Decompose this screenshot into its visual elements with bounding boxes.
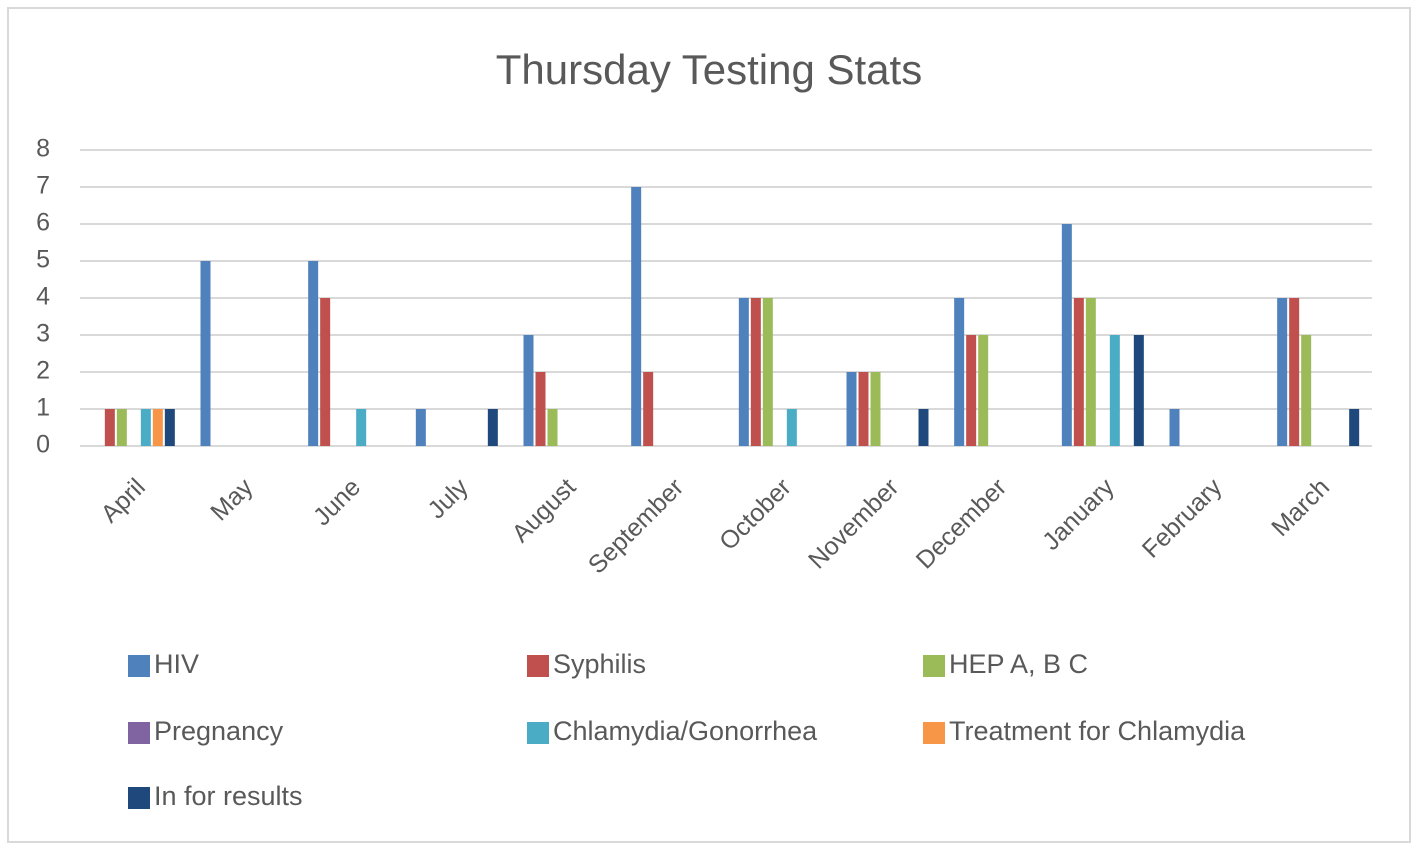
bar	[140, 409, 151, 446]
bar	[487, 409, 498, 446]
bar	[738, 298, 749, 446]
legend-label: HEP A, B C	[949, 649, 1088, 679]
y-tick-label: 4	[36, 283, 50, 311]
legend-label: HIV	[154, 649, 199, 679]
bar	[643, 372, 654, 446]
bar	[356, 409, 367, 446]
bar	[750, 298, 761, 446]
legend-swatch	[128, 787, 150, 809]
bar	[523, 335, 534, 446]
bar	[786, 409, 797, 446]
bar	[1109, 335, 1120, 446]
y-tick-label: 8	[36, 135, 50, 163]
bar	[1169, 409, 1180, 446]
y-tick-label: 6	[36, 209, 50, 237]
bar	[1277, 298, 1288, 446]
bar	[415, 409, 426, 446]
bar	[1349, 409, 1360, 446]
legend-label: Treatment for Chlamydia	[949, 716, 1246, 746]
bar	[1085, 298, 1096, 446]
bar	[918, 409, 929, 446]
bar	[978, 335, 989, 446]
y-tick-label: 7	[36, 172, 50, 200]
bar	[870, 372, 881, 446]
y-tick-label: 0	[36, 431, 50, 459]
legend-swatch	[923, 722, 945, 744]
bar	[1301, 335, 1312, 446]
bar	[547, 409, 558, 446]
legend-swatch	[128, 722, 150, 744]
legend-swatch	[527, 722, 549, 744]
y-tick-label: 1	[36, 394, 50, 422]
legend-label: Chlamydia/Gonorrhea	[553, 716, 818, 746]
y-tick-label: 3	[36, 320, 50, 348]
legend-label: Syphilis	[553, 649, 646, 679]
bar	[954, 298, 965, 446]
bar	[308, 261, 319, 446]
bar	[858, 372, 869, 446]
bar	[762, 298, 773, 446]
legend-swatch	[128, 655, 150, 677]
bar	[1061, 224, 1072, 446]
legend-label: In for results	[154, 781, 303, 811]
y-tick-label: 5	[36, 246, 50, 274]
legend-swatch	[527, 655, 549, 677]
bar	[846, 372, 857, 446]
bar	[320, 298, 331, 446]
bar	[1133, 335, 1144, 446]
bar	[104, 409, 115, 446]
bar	[631, 187, 642, 446]
bar	[152, 409, 163, 446]
y-tick-label: 2	[36, 357, 50, 385]
bar	[200, 261, 211, 446]
bar	[116, 409, 127, 446]
legend-swatch	[923, 655, 945, 677]
legend-label: Pregnancy	[154, 716, 284, 746]
bar	[535, 372, 546, 446]
chart-title: Thursday Testing Stats	[496, 46, 922, 93]
bar	[1073, 298, 1084, 446]
bar	[966, 335, 977, 446]
bar	[1289, 298, 1300, 446]
bar	[164, 409, 175, 446]
